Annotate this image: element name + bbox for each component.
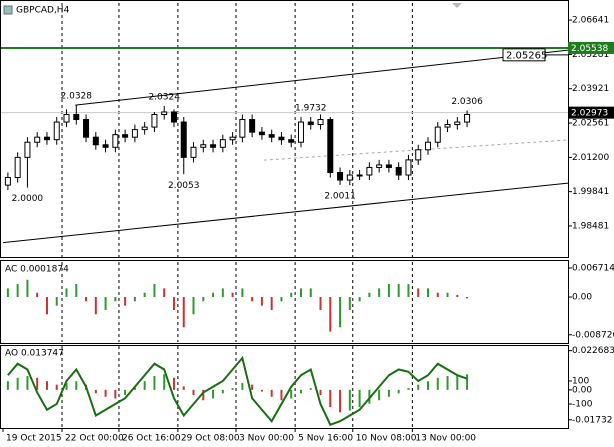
candle-body <box>102 144 109 148</box>
candle-body <box>170 111 177 123</box>
pane-frame <box>0 0 569 258</box>
candle-body <box>180 121 187 158</box>
candle-body <box>141 126 148 131</box>
trend-price-label: 2.05265 <box>506 50 547 61</box>
candle-body <box>297 121 304 143</box>
candle-body <box>376 164 383 168</box>
candle-body <box>190 146 197 158</box>
candle-body <box>268 134 275 138</box>
y-tick-label: -100 <box>572 399 593 409</box>
level-price-box <box>568 41 614 54</box>
price-annotation: 2.0011 <box>324 191 356 201</box>
candle-body <box>200 144 207 148</box>
y-tick-label: 2.05281 <box>572 50 609 60</box>
x-tick-label: 29 Oct 08:00 <box>181 434 240 444</box>
candle-body <box>73 113 80 121</box>
price-annotation: 2.0306 <box>451 97 483 107</box>
x-tick-label: 5 Nov 16:00 <box>298 434 353 444</box>
candle-body <box>83 119 90 138</box>
candle-body <box>112 134 119 148</box>
candle-body <box>307 121 314 126</box>
candle-body <box>53 121 60 141</box>
candle-body <box>317 119 324 126</box>
x-tick-label: 26 Oct 16:00 <box>122 434 181 444</box>
shift-marker <box>452 3 462 8</box>
last-price-box <box>568 106 614 119</box>
candle-body <box>14 156 21 179</box>
pane-title: AO 0.013747 <box>5 349 64 359</box>
pane-title: GBPCAD,H4 <box>16 6 70 16</box>
x-tick-label: 22 Oct 00:00 <box>65 434 124 444</box>
candle-body <box>385 164 392 168</box>
level-price-label: 2.05538 <box>571 44 608 54</box>
candle-body <box>337 171 344 181</box>
price-annotation: 2.0328 <box>61 91 93 101</box>
candle-body <box>327 119 334 173</box>
candle-body <box>122 134 129 138</box>
x-tick-label: 3 Nov 00:00 <box>239 434 294 444</box>
y-tick-label: -0.01732 <box>572 415 612 425</box>
price-annotation: 1.9732 <box>295 104 327 114</box>
y-tick-label: 1.99841 <box>572 187 609 197</box>
candle-body <box>63 113 70 123</box>
candle-body <box>424 141 431 151</box>
price-annotation: 2.0000 <box>12 194 44 204</box>
candle-body <box>405 159 412 176</box>
candle-body <box>34 136 41 143</box>
y-tick-label: -0.008726 <box>572 330 614 340</box>
candle-body <box>278 136 285 141</box>
candle-body <box>395 166 402 176</box>
price-annotation: 2.0324 <box>148 92 180 102</box>
y-tick-label: 2.06641 <box>572 16 609 26</box>
candle-body <box>151 113 158 128</box>
x-tick-label: 19 Oct 2015 <box>6 434 62 444</box>
x-tick-label: 13 Nov 00:00 <box>415 434 476 444</box>
candle-body <box>43 136 50 141</box>
pane-frame <box>0 260 569 344</box>
candle-body <box>258 131 265 136</box>
candle-body <box>229 136 236 141</box>
candle-body <box>356 174 363 177</box>
y-tick-label: 2.02561 <box>572 119 609 129</box>
pane-title: AC 0.0001874 <box>5 265 69 275</box>
candle-body <box>434 126 441 143</box>
y-tick-label: 0.00 <box>572 293 592 303</box>
candle-body <box>92 136 99 146</box>
x-tick-label: 10 Nov 08:00 <box>356 434 417 444</box>
candle-body <box>249 119 256 133</box>
candle-body <box>24 141 31 158</box>
candle-body <box>239 119 246 138</box>
candle-body <box>415 149 422 161</box>
candle-body <box>161 111 168 115</box>
y-tick-label: 0.006714 <box>572 263 614 273</box>
price-annotation: 2.0053 <box>168 181 200 191</box>
candle-body <box>131 129 138 138</box>
symbol-icon <box>3 5 13 15</box>
trend-line <box>2 182 569 244</box>
candle-body <box>210 144 217 148</box>
candle-body <box>464 113 471 123</box>
last-price-label: 2.02973 <box>571 109 608 119</box>
y-tick-label: 100 <box>572 376 589 386</box>
candle-body <box>366 166 373 176</box>
y-tick-label: 0.022683 <box>572 346 614 356</box>
indicator-line <box>7 355 468 426</box>
candle-body <box>4 177 11 186</box>
candle-body <box>288 139 295 143</box>
candle-body <box>219 139 226 148</box>
y-tick-label: 2.01200 <box>572 153 609 163</box>
y-tick-label: 1.98481 <box>572 221 609 231</box>
candle-body <box>346 174 353 181</box>
y-tick-label: 0.00 <box>572 385 592 395</box>
candle-body <box>454 121 461 126</box>
y-tick-label: 2.03921 <box>572 84 609 94</box>
trend-line <box>75 49 569 106</box>
candle-body <box>444 124 451 128</box>
